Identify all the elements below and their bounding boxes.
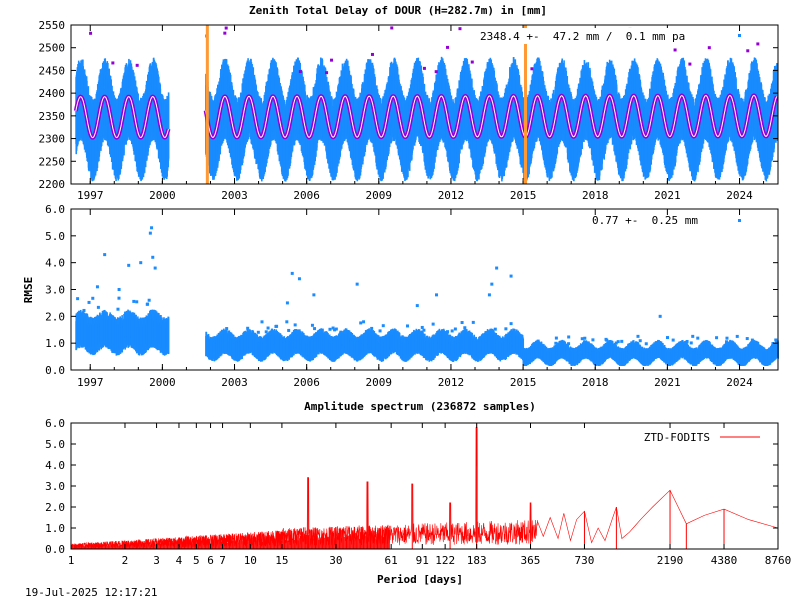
- ztd-xtick-label: 2006: [293, 189, 320, 202]
- ztd-ytick-label: 2200: [39, 178, 66, 191]
- ztd-ytick-label: 2500: [39, 42, 66, 55]
- ztd-xtick-label: 2024: [726, 189, 753, 202]
- ztd-point: [167, 92, 170, 159]
- ztd-outlier: [530, 67, 534, 71]
- ztd-outlier: [224, 26, 228, 30]
- ztd-outlier: [446, 45, 450, 49]
- ztd-panel: Zenith Total Delay of DOUR (H=282.7m) in…: [39, 4, 779, 202]
- ztd-outlier: [746, 49, 750, 53]
- ztd-annotation: 2348.4 +- 47.2 mm / 0.1 mm pa: [480, 30, 685, 43]
- ztd-points: [75, 26, 778, 182]
- ztd-ytick-label: 2250: [39, 155, 66, 168]
- ztd-outlier: [390, 26, 394, 30]
- ztd-outlier: [330, 58, 334, 62]
- ztd-outlier: [434, 70, 438, 74]
- ztd-xtick-label: 2021: [654, 189, 681, 202]
- ztd-outlier: [223, 31, 227, 35]
- ztd-xtick-label: 2015: [510, 189, 537, 202]
- event-line: [524, 25, 527, 184]
- ztd-outlier: [135, 63, 139, 67]
- rmse-points: [75, 226, 780, 366]
- ztd-outlier: [422, 66, 426, 70]
- ztd-ytick-label: 2550: [39, 19, 66, 32]
- ztd-xtick-label: 2012: [438, 189, 465, 202]
- ztd-title: Zenith Total Delay of DOUR (H=282.7m) in…: [249, 4, 547, 17]
- ztd-outlier: [673, 48, 677, 52]
- ztd-outlier: [89, 31, 93, 35]
- ztd-outlier: [298, 70, 302, 74]
- ztd-outlier: [756, 42, 760, 46]
- ztd-ytick-label: 2450: [39, 64, 66, 77]
- ztd-ytick-label: 2350: [39, 110, 66, 123]
- ztd-xtick-label: 2000: [149, 189, 176, 202]
- event-line: [205, 25, 209, 184]
- ztd-ytick-label: 2300: [39, 133, 66, 146]
- ztd-outlier: [458, 27, 462, 31]
- ztd-outlier: [325, 71, 329, 75]
- ztd-legend-marker: [738, 34, 741, 37]
- ztd-xtick-label: 1997: [77, 189, 104, 202]
- ztd-outlier: [470, 60, 474, 64]
- ztd-xtick-label: 2018: [582, 189, 609, 202]
- ztd-xtick-label: 2009: [366, 189, 393, 202]
- ztd-outlier: [688, 62, 692, 66]
- ztd-xtick-label: 2003: [221, 189, 248, 202]
- ztd-ytick-label: 2400: [39, 87, 66, 100]
- ztd-outlier: [370, 52, 374, 56]
- ztd-outlier: [707, 46, 711, 50]
- ztd-outlier: [111, 61, 115, 65]
